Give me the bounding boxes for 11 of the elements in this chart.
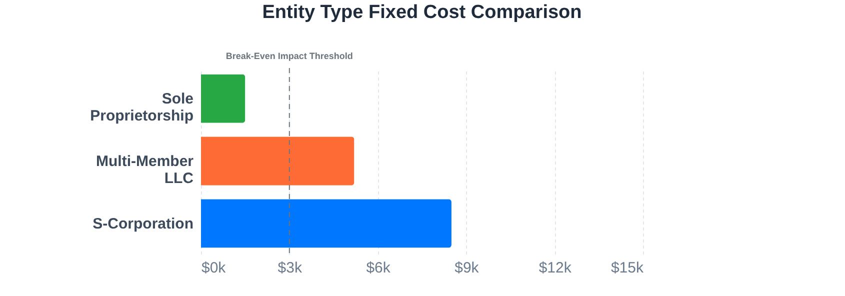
x-tick-label: $0k [202, 260, 226, 276]
x-tick-label: $9k [454, 260, 480, 276]
x-tick-label: $3k [278, 260, 302, 276]
x-tick-label: $6k [366, 260, 391, 276]
x-tick-label: $12k [538, 260, 572, 276]
y-tick-label: Sole Proprietorship [90, 90, 194, 125]
y-tick-label: Multi-Member LLC [96, 153, 194, 187]
chart-title: Entity Type Fixed Cost Comparison [262, 2, 582, 23]
x-tick-label: $15k [610, 260, 644, 276]
ref-line-label: Break-Even Impact Threshold [226, 51, 353, 61]
y-tick-label: S-Corporation [92, 215, 194, 232]
